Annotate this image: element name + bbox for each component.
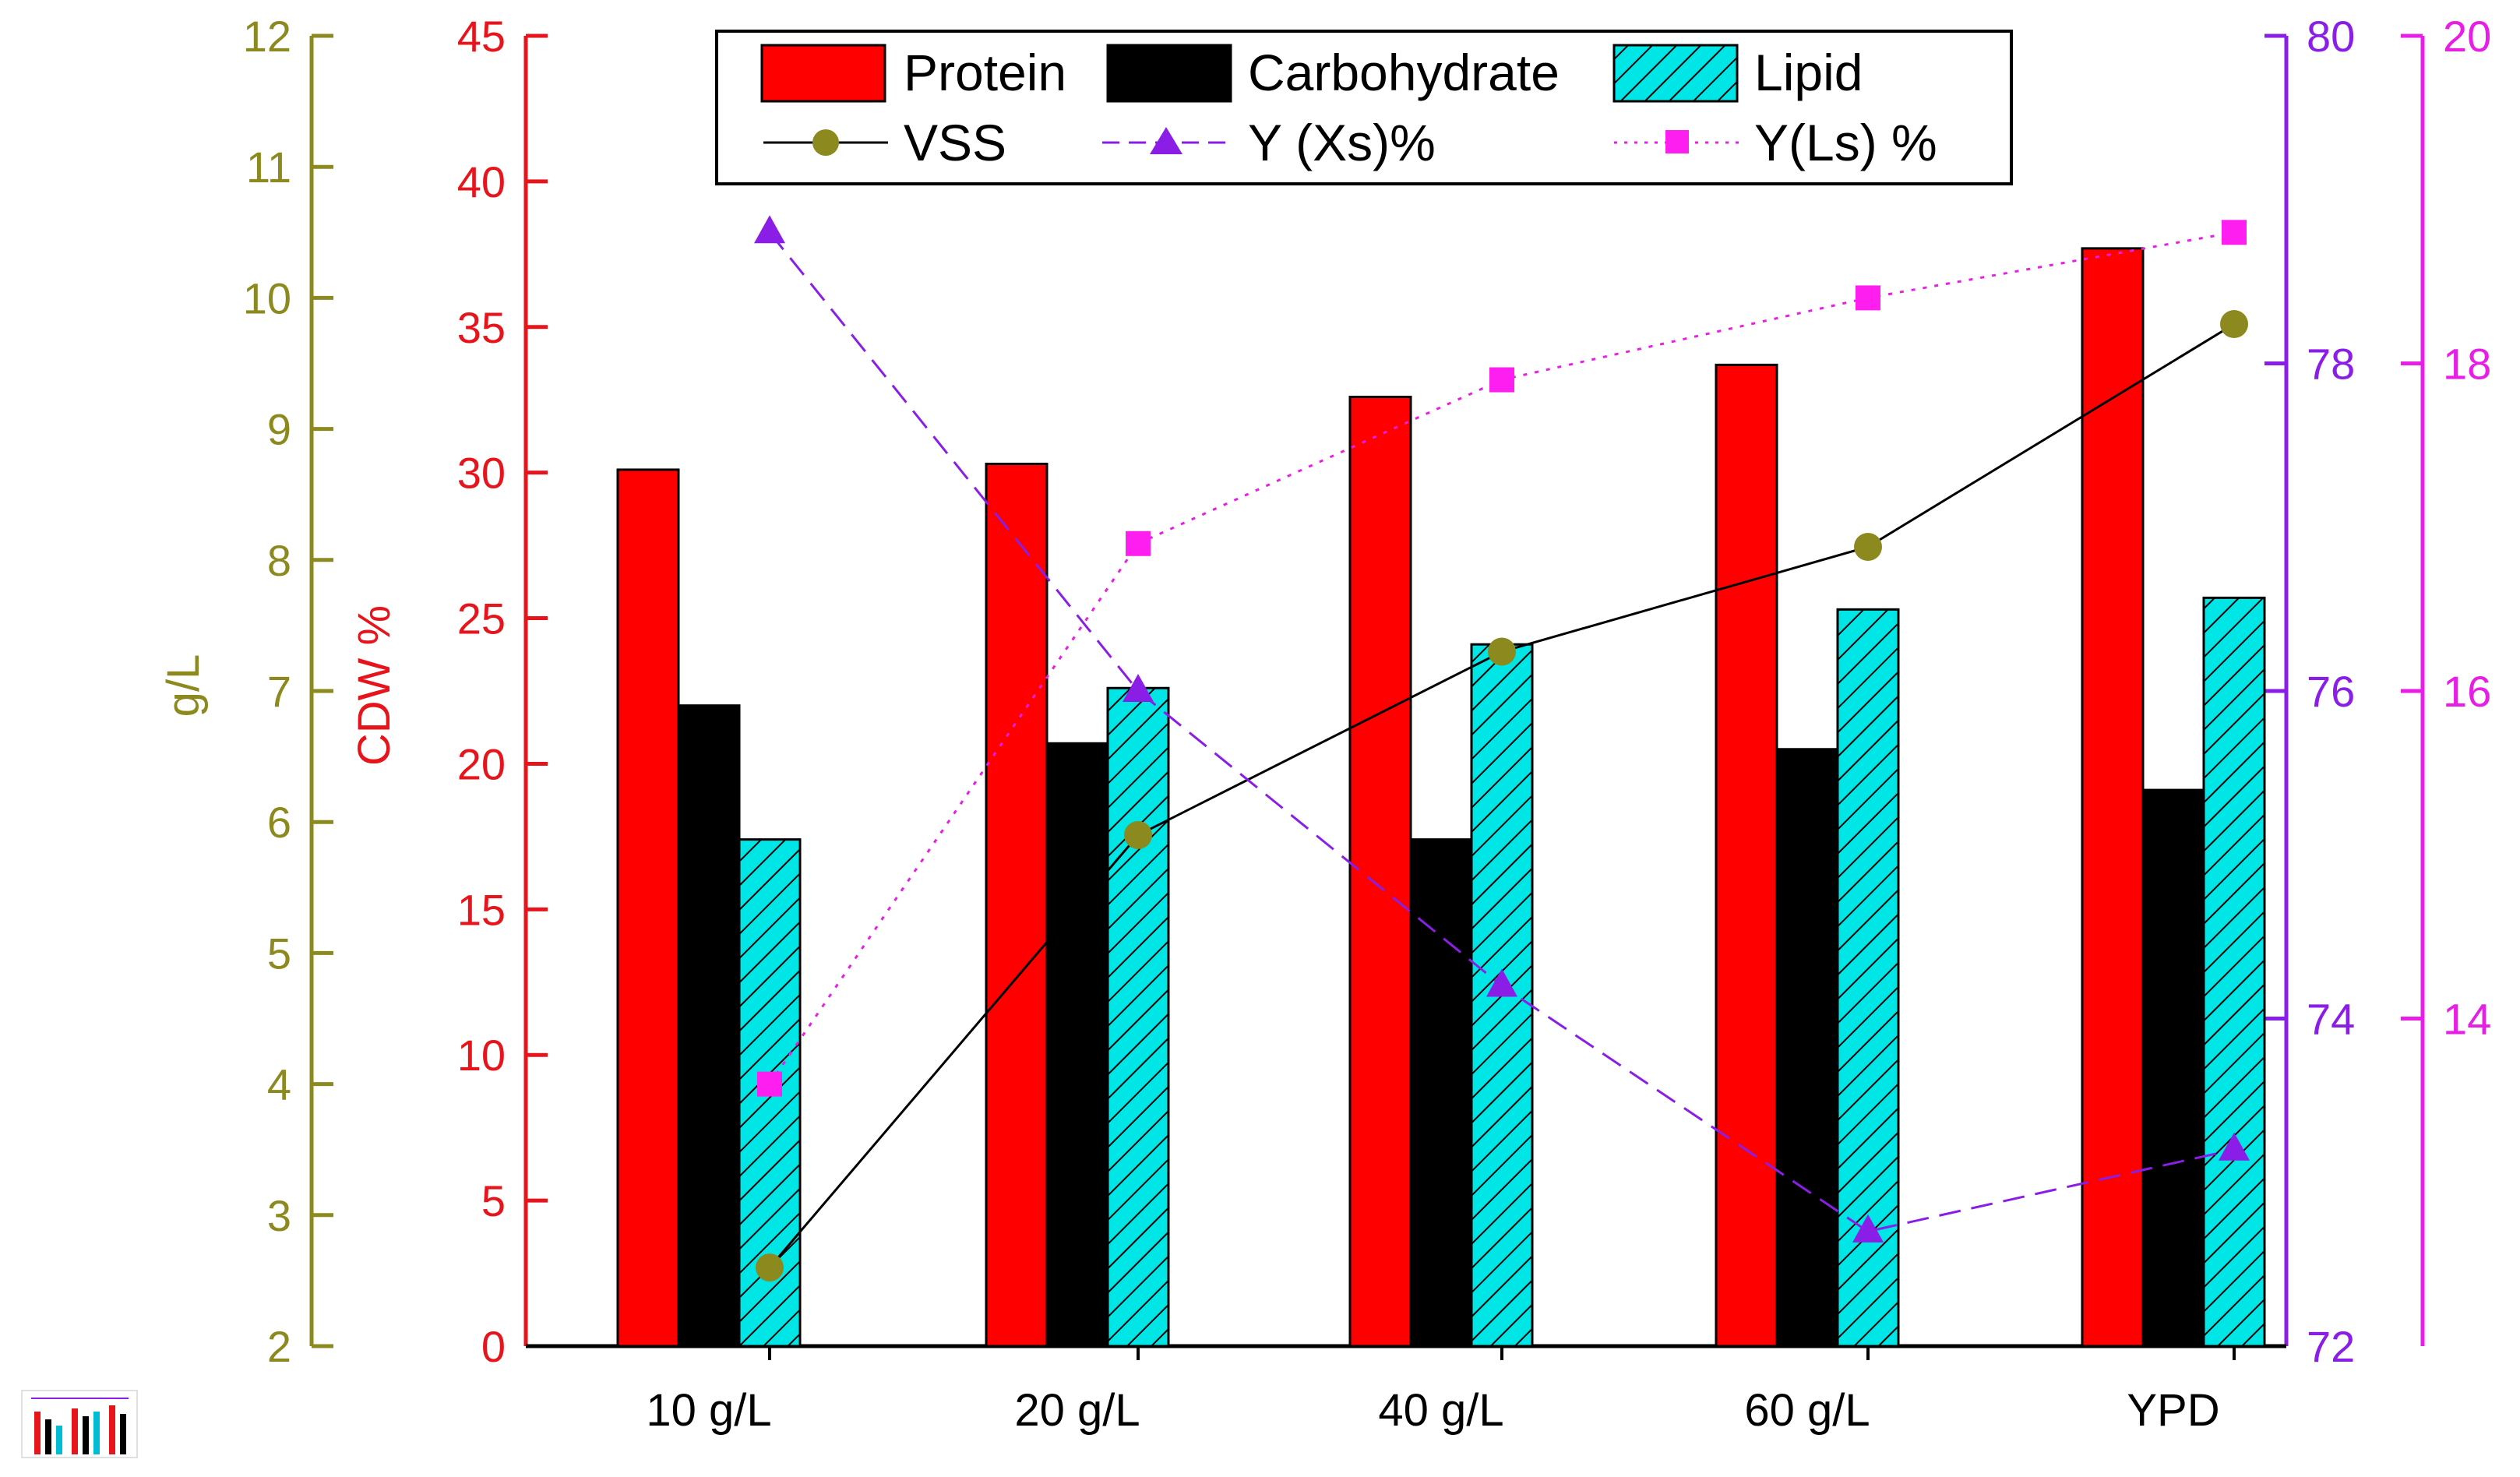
point-yxs-3 <box>1852 1214 1884 1243</box>
point-yxs-2 <box>1486 968 1517 997</box>
vss-axis-tick-label: 3 <box>267 1191 291 1240</box>
legend-marker-yls <box>1665 130 1689 153</box>
vss-axis-tick-label: 8 <box>267 536 291 585</box>
legend-label-yls: Y(Ls) % <box>1754 114 1937 171</box>
cdw-axis-title: CDW % <box>349 605 400 766</box>
vss-axis-tick-label: 10 <box>243 273 291 323</box>
category-labels: 10 g/L 20 g/L 40 g/L 60 g/L YPD <box>646 1385 2219 1436</box>
legend-box <box>715 30 2013 185</box>
legend-swatch-protein <box>760 44 886 103</box>
bar-protein-3 <box>1715 363 1778 1348</box>
bar-carbohydrate-1 <box>1045 742 1109 1348</box>
legend-label-yxs: Y (Xs)% <box>1248 114 1436 171</box>
point-yls-2 <box>1489 367 1514 393</box>
point-vss-0 <box>756 1253 784 1282</box>
cdw-axis-tick-label: 40 <box>457 157 506 206</box>
vss-axis-tick-label: 6 <box>267 798 291 847</box>
bar-lipid-1 <box>1106 686 1170 1348</box>
bar-protein-1 <box>985 462 1049 1348</box>
bar-carbohydrate-2 <box>1409 838 1473 1348</box>
yxs-axis-tick-label: 72 <box>2307 1322 2355 1371</box>
x-tick-label: 20 g/L <box>1014 1385 1140 1436</box>
yls-axis-tick-label: 14 <box>2443 995 2491 1044</box>
point-yls-0 <box>757 1071 782 1097</box>
bar-carbohydrate-0 <box>677 704 741 1348</box>
legend-marker-yxs <box>1150 127 1182 154</box>
point-yxs-1 <box>1123 674 1154 702</box>
cdw-axis-tick-label: 20 <box>457 739 506 788</box>
vss-axis-tick-label: 7 <box>267 667 291 716</box>
bars <box>616 247 2266 1348</box>
point-yls-1 <box>1126 531 1151 556</box>
legend-swatch-lipid <box>1612 44 1739 103</box>
vss-axis-tick-label: 9 <box>267 405 291 454</box>
bar-carbohydrate-4 <box>2141 788 2205 1348</box>
yls-axis-tick-label: 20 <box>2443 12 2491 61</box>
bar-lipid-2 <box>1470 643 1534 1348</box>
point-vss-3 <box>1854 532 1882 561</box>
yls-axis-tick-label: 16 <box>2443 667 2491 716</box>
yxs-axis-tick-label: 76 <box>2307 667 2355 716</box>
legend-label-carbohydrate: Carbohydrate <box>1248 44 1560 101</box>
cdw-axis-tick-label: 10 <box>457 1031 506 1080</box>
point-vss-4 <box>2220 310 2248 339</box>
x-tick-label: 60 g/L <box>1744 1385 1870 1436</box>
vss-axis-tick-label: 5 <box>267 929 291 978</box>
cdw-axis-tick-label: 30 <box>457 449 506 498</box>
x-tick-label: 10 g/L <box>646 1385 771 1436</box>
vss-axis-tick-label: 2 <box>267 1322 291 1371</box>
point-vss-2 <box>1488 637 1516 666</box>
yxs-axis-tick-label: 74 <box>2307 995 2355 1044</box>
axes: 2345678910111205101520253035404572747678… <box>243 12 2492 1371</box>
vss-axis-tick-label: 4 <box>267 1060 291 1109</box>
yxs-axis-tick-label: 80 <box>2307 12 2355 61</box>
cdw-axis-tick-label: 25 <box>457 594 506 643</box>
cdw-axis-tick-label: 45 <box>457 12 506 61</box>
bar-protein-2 <box>1348 395 1412 1348</box>
yxs-axis-tick-label: 78 <box>2307 340 2355 389</box>
cdw-axis-tick-label: 5 <box>481 1176 506 1225</box>
cdw-axis-tick-label: 0 <box>481 1322 506 1371</box>
cdw-axis-tick-label: 35 <box>457 303 506 352</box>
point-yxs-0 <box>754 215 785 244</box>
vss-axis-tick-label: 12 <box>243 12 291 61</box>
legend-marker-vss <box>812 129 839 156</box>
lines <box>754 215 2250 1282</box>
vss-axis-title: g/L <box>158 654 209 717</box>
cdw-axis-tick-label: 15 <box>457 885 506 934</box>
point-vss-1 <box>1124 821 1152 850</box>
bar-protein-4 <box>2081 247 2145 1348</box>
point-yls-4 <box>2222 220 2247 245</box>
point-yls-3 <box>1856 285 1880 311</box>
legend-label-protein: Protein <box>904 44 1066 101</box>
x-tick-label: YPD <box>2127 1385 2219 1436</box>
legend: Protein Carbohydrate Lipid VSS Y (Xs)% Y… <box>715 30 2013 185</box>
legend-label-vss: VSS <box>904 114 1006 171</box>
legend-swatch-carbohydrate <box>1106 44 1232 103</box>
thumbnail-icon <box>21 1390 138 1458</box>
point-yxs-4 <box>2219 1132 2250 1161</box>
x-tick-label: 40 g/L <box>1378 1385 1503 1436</box>
bar-carbohydrate-3 <box>1775 748 1839 1348</box>
legend-label-lipid: Lipid <box>1754 44 1863 101</box>
bar-lipid-4 <box>2202 596 2266 1348</box>
yls-axis-tick-label: 18 <box>2443 340 2491 389</box>
vss-axis-tick-label: 11 <box>246 143 291 192</box>
bar-protein-0 <box>616 468 680 1348</box>
